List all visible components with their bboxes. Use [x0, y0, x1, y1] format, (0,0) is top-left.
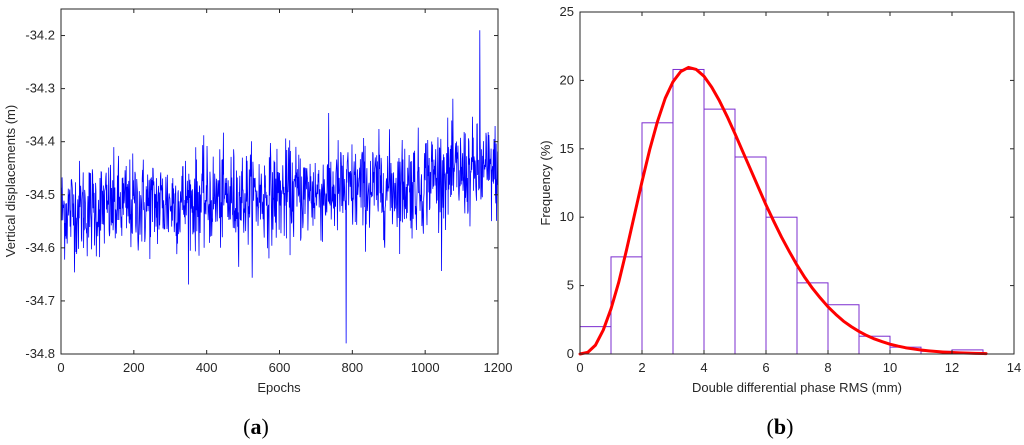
panel-b-y-tick-label: 5	[567, 278, 574, 293]
panel-b-x-axis-title: Double differential phase RMS (mm)	[692, 380, 902, 395]
panel-b-x-tick-label: 12	[945, 360, 959, 375]
panel-a-x-tick-label: 1200	[484, 360, 513, 375]
panel-a-y-tick-label: -34.7	[25, 293, 55, 308]
panel-b-y-tick-label: 25	[560, 4, 574, 19]
panel-b-fit-curve	[578, 65, 988, 356]
panel-a-y-tick-label: -34.6	[25, 240, 55, 255]
panel-a-y-ticks: -34.8 -34.7 -34.6 -34.5 -34.4 -34.3 -34.2	[25, 28, 498, 361]
panel-b-label: (b)	[767, 414, 794, 439]
panel-b-fit-curve-group	[578, 65, 988, 356]
panel-b-y-tick-label: 10	[560, 209, 574, 224]
panel-a-y-axis-title: Vertical displacements (m)	[3, 105, 18, 257]
panel-b-x-tick-label: 8	[824, 360, 831, 375]
panel-a-x-tick-label: 800	[341, 360, 363, 375]
panel-a-y-tick-label: -34.5	[25, 187, 55, 202]
panel-b-y-axis-title: Frequency (%)	[538, 140, 553, 225]
panel-a-displacement-timeseries: 0 200 400 600 800 1000 1200 -34.8-34.7-34.6-34…	[3, 8, 512, 439]
panel-a-x-ticks: 0 200 400 600 800 1000 1200	[57, 9, 512, 375]
panel-b-x-tick-label: 6	[762, 360, 769, 375]
panel-b-x-tick-label: 14	[1007, 360, 1021, 375]
panel-a-x-tick-label: 1000	[411, 360, 440, 375]
panel-b-x-tick-label: 4	[700, 360, 707, 375]
panel-b-x-ticks: 0 2 4 6 8 10 12 14	[576, 12, 1021, 375]
panel-a-x-tick-label: 400	[196, 360, 218, 375]
panel-a-x-tick-label: 200	[123, 360, 145, 375]
panel-a-series-line	[60, 30, 499, 344]
panel-b-y-tick-label: 15	[560, 141, 574, 156]
panel-b-x-tick-label: 0	[576, 360, 583, 375]
panel-a-y-tick-label: -34.8	[25, 346, 55, 361]
panel-b-y-tick-label: 20	[560, 72, 574, 87]
panel-a-x-axis-title: Epochs	[257, 380, 301, 395]
panel-a-x-tick-label: 600	[269, 360, 291, 375]
panel-b-x-tick-label: 2	[638, 360, 645, 375]
panel-a-x-tick-label: 0	[57, 360, 64, 375]
panel-b-y-ticks: 0 5 10 15 20 25	[560, 4, 1014, 361]
panel-a-y-tick-label: -34.3	[25, 81, 55, 96]
panel-a-y-tick-label: -34.4	[25, 134, 55, 149]
panel-b-rms-histogram: 0 2 4 6 8 10 12 14 0 5 10 15 20 25 Double differenti…	[538, 4, 1021, 439]
panel-b-x-tick-label: 10	[883, 360, 897, 375]
panel-a-label: (a)	[243, 414, 269, 439]
panel-b-axes-box	[579, 11, 1015, 355]
panel-a-y-tick-label: -34.2	[25, 28, 55, 43]
panel-b-y-tick-label: 0	[567, 346, 574, 361]
panel-a-series-group	[60, 30, 499, 344]
